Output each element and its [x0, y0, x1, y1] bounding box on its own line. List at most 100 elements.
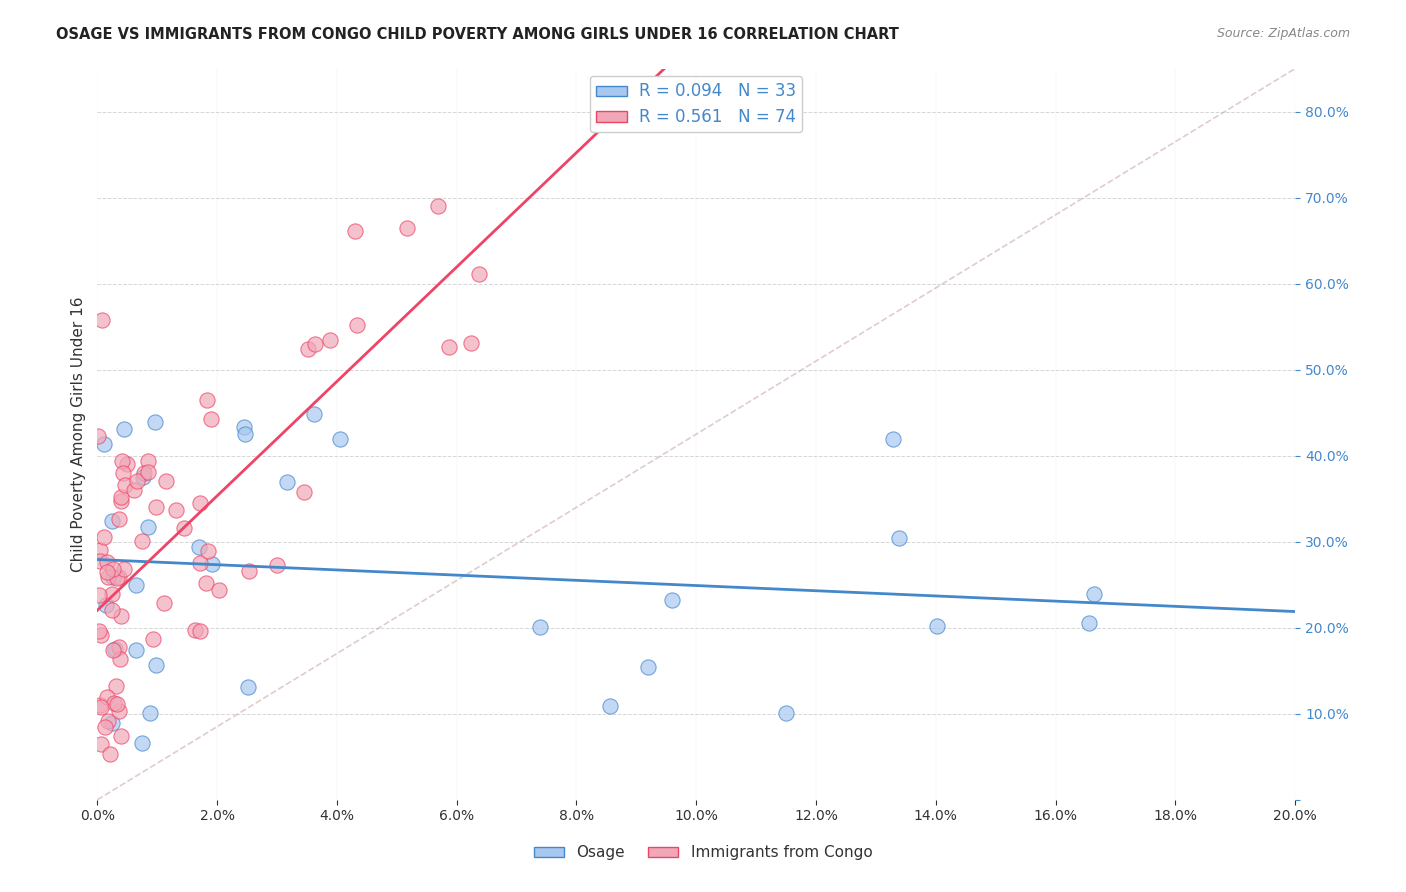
Point — [343, 224, 366, 238]
Point — [165, 502, 187, 516]
Point — [927, 619, 949, 633]
Point — [184, 624, 207, 638]
Point — [329, 432, 352, 446]
Point — [173, 521, 195, 535]
Point — [188, 496, 211, 510]
Point — [104, 641, 127, 656]
Point — [292, 485, 315, 500]
Point — [122, 483, 145, 497]
Point — [100, 514, 122, 528]
Point — [143, 415, 166, 429]
Point — [87, 428, 110, 442]
Point — [87, 624, 110, 639]
Point — [132, 467, 155, 481]
Point — [110, 652, 132, 666]
Point — [1083, 586, 1105, 600]
Point — [468, 267, 491, 281]
Point — [125, 578, 148, 592]
Point — [136, 454, 159, 468]
Point — [101, 642, 124, 657]
Point — [132, 469, 155, 483]
Point — [346, 318, 368, 332]
Point — [103, 562, 125, 576]
Point — [304, 407, 326, 421]
Point — [87, 588, 110, 602]
Point — [304, 337, 326, 351]
Point — [101, 587, 124, 601]
Point — [460, 335, 482, 350]
Point — [105, 697, 128, 711]
Point — [103, 696, 125, 710]
Legend: R = 0.094   N = 33, R = 0.561   N = 74: R = 0.094 N = 33, R = 0.561 N = 74 — [591, 76, 803, 132]
Point — [197, 392, 219, 407]
Point — [318, 333, 340, 347]
Point — [136, 465, 159, 479]
Text: Source: ZipAtlas.com: Source: ZipAtlas.com — [1216, 27, 1350, 40]
Point — [297, 342, 319, 356]
Point — [90, 700, 112, 714]
Point — [108, 570, 131, 584]
Point — [89, 542, 111, 557]
Point — [114, 477, 136, 491]
Point — [155, 474, 177, 488]
Point — [201, 557, 224, 571]
Point — [233, 426, 256, 441]
Point — [139, 706, 162, 720]
Point — [110, 608, 132, 623]
Point — [136, 519, 159, 533]
Y-axis label: Child Poverty Among Girls Under 16: Child Poverty Among Girls Under 16 — [72, 296, 86, 572]
Point — [426, 199, 449, 213]
Text: OSAGE VS IMMIGRANTS FROM CONGO CHILD POVERTY AMONG GIRLS UNDER 16 CORRELATION CH: OSAGE VS IMMIGRANTS FROM CONGO CHILD POV… — [56, 27, 898, 42]
Point — [101, 570, 124, 584]
Point — [115, 458, 138, 472]
Point — [238, 680, 260, 694]
Point — [93, 530, 115, 544]
Point — [112, 466, 135, 480]
Point — [153, 596, 176, 610]
Point — [91, 312, 114, 326]
Point — [96, 555, 118, 569]
Point — [110, 490, 132, 504]
Point — [96, 690, 118, 705]
Point — [89, 554, 111, 568]
Point — [437, 340, 460, 354]
Point — [131, 534, 153, 549]
Point — [124, 643, 146, 657]
Point — [107, 704, 129, 718]
Point — [110, 729, 132, 743]
Point — [194, 576, 217, 591]
Point — [233, 420, 256, 434]
Point — [188, 624, 211, 638]
Point — [276, 475, 298, 490]
Point — [145, 500, 167, 514]
Point — [100, 747, 122, 762]
Point — [200, 411, 222, 425]
Point — [90, 737, 112, 751]
Point — [96, 598, 118, 612]
Point — [142, 632, 165, 646]
Point — [637, 660, 659, 674]
Point — [131, 736, 153, 750]
Point — [661, 592, 683, 607]
Point — [96, 566, 118, 580]
Point — [90, 627, 112, 641]
Point — [197, 544, 219, 558]
Point — [188, 540, 211, 554]
Point — [110, 494, 132, 508]
Point — [882, 433, 904, 447]
Point — [105, 571, 128, 585]
Point — [100, 715, 122, 730]
Legend: Osage, Immigrants from Congo: Osage, Immigrants from Congo — [527, 839, 879, 866]
Point — [1077, 616, 1099, 631]
Point — [599, 698, 621, 713]
Point — [889, 531, 911, 545]
Point — [111, 453, 134, 467]
Point — [395, 221, 418, 235]
Point — [93, 436, 115, 450]
Point — [101, 603, 124, 617]
Point — [97, 570, 120, 584]
Point — [89, 698, 111, 712]
Point — [145, 658, 167, 673]
Point — [238, 564, 260, 578]
Point — [108, 640, 131, 655]
